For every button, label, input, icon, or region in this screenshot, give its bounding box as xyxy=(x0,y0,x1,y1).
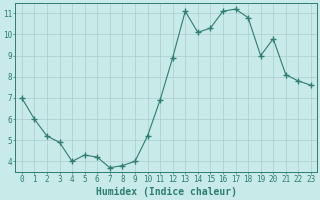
X-axis label: Humidex (Indice chaleur): Humidex (Indice chaleur) xyxy=(96,187,237,197)
